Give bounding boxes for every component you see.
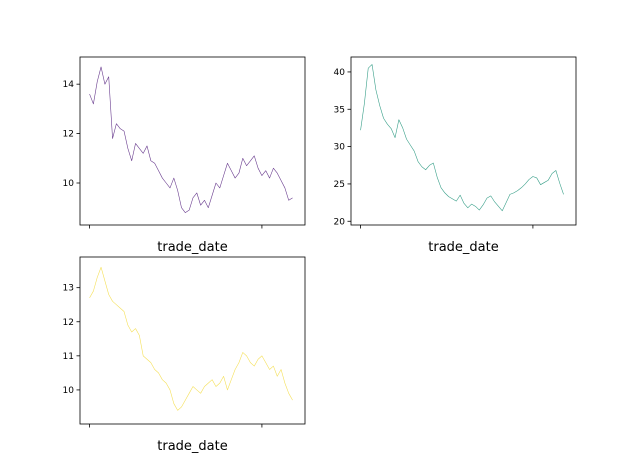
y-tick-label: 10: [63, 386, 75, 396]
y-tick-label: 11: [63, 352, 74, 362]
y-tick-label: 30: [334, 143, 346, 153]
chart-panel-3: 10 11 12 13 trade_date: [63, 256, 306, 454]
axes-frame: [79, 56, 306, 226]
y-tick-label: 20: [334, 217, 346, 227]
y-tick-label: 25: [334, 180, 345, 190]
y-tick-label: 10: [63, 179, 75, 189]
x-axis-label: trade_date: [428, 240, 498, 255]
series-line-1-1: [89, 66, 293, 213]
axes-frame: [79, 256, 306, 425]
y-tick-label: 12: [63, 318, 74, 328]
x-axis-label: trade_date: [157, 240, 227, 255]
y-tick-label: 12: [63, 130, 74, 140]
y-tick-label: 14: [63, 80, 75, 90]
x-axis-label: trade_date: [157, 439, 227, 454]
series-line-3-1: [89, 266, 293, 411]
axes-frame: [350, 56, 577, 226]
y-tick-label: 40: [334, 68, 346, 78]
chart-panel-1: 10 12 14 trade_date: [63, 56, 306, 255]
chart-panel-2: 20 25 30 35 40 trade_date: [334, 56, 577, 255]
y-tick-label: 35: [334, 105, 345, 115]
y-tick-label: 13: [63, 284, 74, 294]
series-line-2-1: [360, 64, 564, 212]
